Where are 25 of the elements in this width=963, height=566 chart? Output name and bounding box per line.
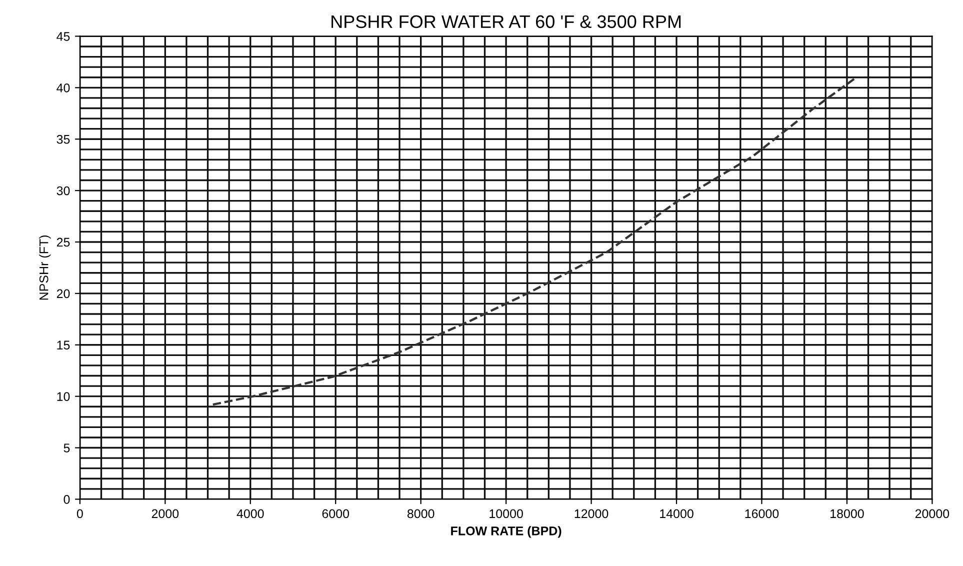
y-tick-label: 10 [57,392,70,401]
x-tick-label: 18000 [830,509,864,518]
x-tick-label: 0 [76,509,83,518]
x-tick-label: 14000 [660,509,694,518]
x-tick-label: 16000 [745,509,779,518]
y-tick-label: 5 [64,444,70,452]
y-tick-label: 15 [57,340,70,350]
y-tick-label: 20 [56,289,70,298]
y-tick-label: 35 [56,134,70,144]
x-tick-label: 10000 [490,509,523,518]
y-tick-label: 30 [56,186,70,196]
y-tick-label: 40 [56,83,70,92]
y-tick-label: 0 [64,495,70,504]
y-tick-label: 25 [56,238,70,247]
x-tick-label: 12000 [574,509,608,518]
chart-title: NPSHR FOR WATER AT 60 'F & 3500 RPM [332,15,681,28]
x-tick-label: 6000 [322,509,350,518]
line-series [212,76,858,406]
y-axis-title: NPSHr (FT) [39,236,51,300]
x-tick-label: 4000 [236,509,264,518]
x-tick-label: 2000 [152,509,179,518]
y-tick-label: 45 [56,32,70,41]
x-tick-label: 8000 [407,509,434,518]
x-axis-title: FLOW RATE (BPD) [451,526,562,538]
x-tick-label: 20000 [915,509,950,518]
